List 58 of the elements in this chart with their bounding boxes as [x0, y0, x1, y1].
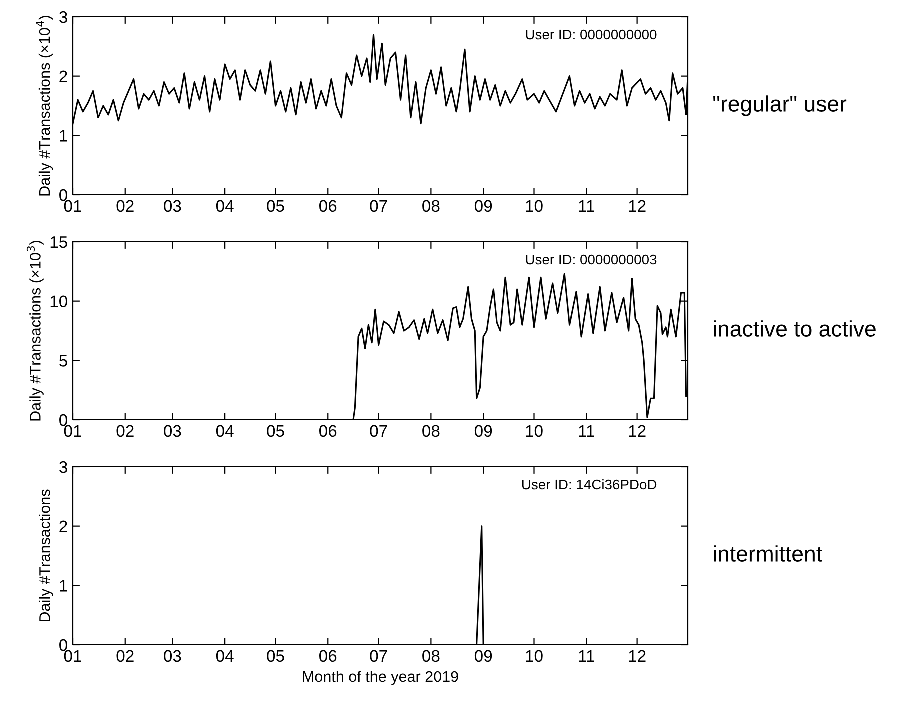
x-tick-label: 11 — [579, 425, 594, 437]
x-tick-label: 12 — [629, 425, 646, 437]
x-tick-label: 02 — [116, 425, 134, 438]
x-tick-label: 11 — [579, 650, 594, 662]
x-tick-label: 07 — [370, 650, 388, 662]
x-tick-label: 01 — [64, 650, 82, 662]
x-tick-label: 10 — [526, 425, 543, 438]
y-tick-label: 1 — [60, 130, 68, 142]
y-tick-label: 0 — [60, 414, 68, 426]
x-tick-label: 04 — [216, 650, 234, 662]
x-axis-title: Month of the year 2019 — [303, 670, 458, 686]
y-tick-label: 1 — [60, 580, 68, 592]
x-tick-label: 03 — [164, 200, 182, 212]
x-tick-label: 05 — [267, 425, 284, 438]
y-tick-label: 2 — [60, 70, 68, 82]
y-axis-title: Daily #Transactions (×10$^{4}$) — [36, 16, 54, 196]
x-tick-label: 07 — [370, 425, 388, 438]
x-tick-label: 10 — [526, 200, 543, 212]
y-tick-label: 3 — [60, 11, 68, 24]
x-tick-label: 09 — [474, 425, 492, 438]
y-axis-title: Daily #Transactions (×10$^{3}$) — [26, 241, 44, 421]
x-tick-label: 03 — [164, 425, 182, 438]
x-tick-label: 04 — [216, 425, 234, 438]
x-tick-label: 02 — [116, 200, 134, 212]
x-tick-label: 03 — [164, 650, 182, 662]
x-tick-label: 07 — [370, 200, 388, 212]
x-tick-label: 01 — [64, 200, 82, 212]
y-axis-title: Daily #Transactions — [39, 490, 54, 622]
x-tick-label: 06 — [320, 200, 337, 212]
y-tick-label: 3 — [60, 461, 68, 474]
annotation: User ID: 0000000003 — [526, 254, 657, 265]
annotation: User ID: 14Ci36PDoD — [522, 479, 657, 490]
y-tick-label: 10 — [50, 296, 68, 308]
y-tick-label: 2 — [60, 520, 68, 532]
x-tick-label: 09 — [474, 650, 492, 662]
y-tick-label: 0 — [60, 639, 68, 652]
text: intermittent — [714, 546, 822, 562]
x-tick-label: 12 — [629, 650, 646, 662]
x-tick-label: 04 — [216, 200, 234, 212]
x-tick-label: 09 — [474, 200, 492, 212]
x-tick-label: 01 — [64, 425, 82, 438]
x-tick-label: 10 — [526, 650, 543, 662]
text: inactive to active — [714, 320, 876, 337]
x-tick-label: 05 — [267, 650, 284, 662]
text: "regular" user — [714, 96, 847, 116]
x-tick-label: 08 — [422, 650, 440, 662]
x-tick-label: 11 — [579, 200, 594, 212]
x-tick-label: 06 — [320, 650, 337, 662]
annotation: User ID: 0000000000 — [526, 30, 657, 40]
x-tick-label: 08 — [422, 200, 440, 212]
x-tick-label: 06 — [320, 425, 337, 438]
y-tick-label: 0 — [60, 189, 68, 202]
x-tick-label: 02 — [116, 650, 134, 662]
y-tick-label: 5 — [60, 355, 68, 367]
x-tick-label: 08 — [422, 425, 440, 438]
x-tick-label: 05 — [267, 200, 284, 212]
y-tick-label: 15 — [50, 236, 68, 248]
x-tick-label: 12 — [629, 200, 646, 212]
